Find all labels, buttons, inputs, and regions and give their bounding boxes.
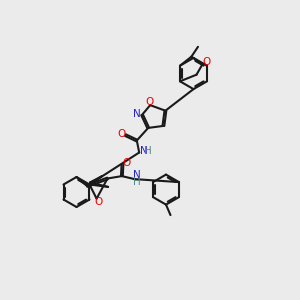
Text: H: H: [133, 177, 141, 187]
Text: O: O: [146, 97, 154, 106]
Text: N: N: [133, 170, 141, 181]
Text: O: O: [202, 56, 211, 67]
Text: O: O: [94, 197, 102, 207]
Text: O: O: [118, 129, 126, 139]
Text: H: H: [144, 146, 152, 156]
Text: O: O: [122, 158, 130, 168]
Text: N: N: [140, 146, 148, 156]
Text: N: N: [133, 109, 141, 119]
